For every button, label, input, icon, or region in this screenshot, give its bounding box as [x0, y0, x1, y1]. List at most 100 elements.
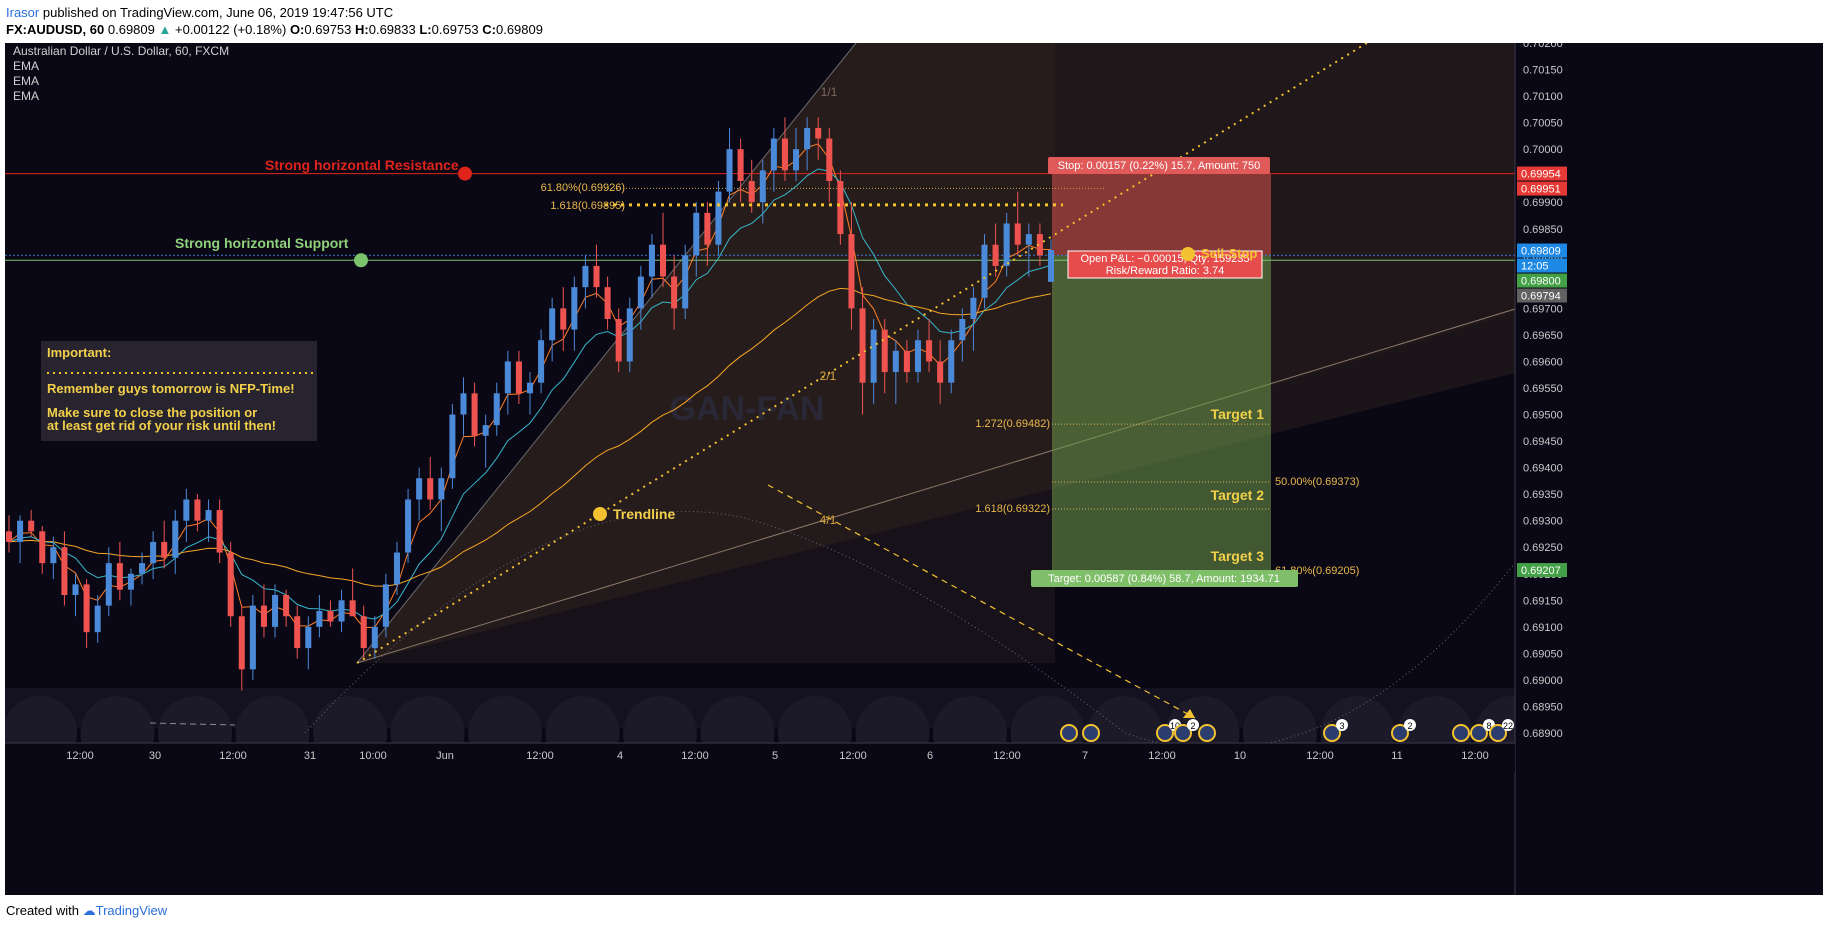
candle-body	[83, 584, 90, 633]
time-tick-label: 12:00	[993, 750, 1021, 762]
candle-body	[948, 340, 955, 383]
candle-body	[427, 478, 434, 500]
candle-body	[671, 276, 678, 309]
chart-area[interactable]: GAN-FAN 1/1 2/1 4/1 Strong horizontal Resis…	[3, 37, 1823, 895]
publication-line: Irasor published on TradingView.com, Jun…	[6, 5, 393, 20]
price-badge	[1517, 166, 1567, 181]
price-badge-text: 0.69951	[1521, 184, 1561, 196]
candle-body	[382, 584, 389, 627]
time-tick-label: Jun	[436, 750, 454, 762]
candle-body	[460, 393, 467, 415]
note-line-2: Make sure to close the position or	[47, 405, 257, 420]
candle-body	[249, 605, 256, 670]
time-tick-label: 10:00	[359, 750, 387, 762]
event-count-text: 10	[1170, 721, 1180, 731]
price-tick-label: 0.69250	[1523, 542, 1563, 554]
candle-body	[28, 520, 35, 532]
candle-body	[94, 605, 101, 633]
trendline-label: Trendline	[613, 506, 675, 522]
price-tick-label: 0.69150	[1523, 595, 1563, 607]
price-tick-label: 0.70150	[1523, 65, 1563, 77]
candle-body	[593, 265, 600, 288]
event-count-text: 2	[1190, 721, 1195, 731]
time-tick-label: 12:00	[681, 750, 709, 762]
candle-body	[637, 276, 644, 309]
candle-body	[61, 547, 68, 596]
candle-body	[937, 361, 944, 383]
event-flag-icon	[1174, 724, 1192, 742]
fib-label-1272: 1.272(0.69482)	[975, 418, 1050, 430]
time-tick-label: 12:00	[1148, 750, 1176, 762]
candle-body	[959, 319, 966, 341]
event-flag-icon	[1198, 724, 1216, 742]
time-tick-label: 11	[1391, 750, 1402, 762]
candle-body	[571, 287, 578, 330]
price-tick-label: 0.70200	[1523, 43, 1563, 50]
time-axis-panel	[5, 743, 1515, 773]
event-flag-icon	[1156, 724, 1174, 742]
time-tick-label: 5	[772, 750, 778, 762]
candle-body	[283, 595, 290, 617]
candle-body	[260, 605, 267, 627]
author-link[interactable]: Irasor	[6, 5, 40, 20]
event-count-text: 8	[1486, 721, 1491, 731]
candle-body	[848, 234, 855, 309]
candle-body	[139, 563, 146, 574]
tradingview-link[interactable]: TradingView	[95, 903, 168, 918]
open-value: 0.69753	[304, 22, 352, 37]
pnl-box	[1067, 250, 1263, 279]
event-flag-icon	[1323, 724, 1341, 742]
candle-body	[926, 340, 933, 362]
price-badge	[1517, 181, 1567, 196]
candle-body	[161, 541, 168, 558]
note-box	[41, 341, 317, 441]
price-badge	[1517, 273, 1567, 288]
candle-body	[693, 212, 700, 256]
candle-body	[748, 181, 755, 203]
event-count-badge	[1336, 719, 1348, 731]
candle-body	[1047, 250, 1055, 282]
candle-body	[560, 308, 567, 330]
fan-label-4x1: 4/1	[820, 513, 837, 527]
ohlc-line: FX:AUDUSD, 60 0.69809 ▲ +0.00122 (+0.18%…	[6, 22, 543, 37]
legend-title: Australian Dollar / U.S. Dollar, 60, FXC…	[13, 44, 229, 58]
low-label: L:	[419, 22, 432, 37]
time-tick-label: 12:00	[526, 750, 554, 762]
candle-body	[515, 361, 522, 394]
time-tick-label: 12:00	[1306, 750, 1334, 762]
stop-zone	[1052, 173, 1271, 256]
candle-body	[870, 329, 877, 383]
candle-body	[781, 138, 788, 171]
candle-body	[371, 626, 378, 649]
price-tick-label: 0.69000	[1523, 675, 1563, 687]
candle-body	[294, 616, 301, 649]
last-price: 0.69809	[107, 22, 155, 37]
chart-svg[interactable]: GAN-FAN 1/1 2/1 4/1 Strong horizontal Resis…	[3, 37, 1823, 895]
price-badge-text: 0.69794	[1521, 291, 1561, 303]
ema-mid-line	[8, 168, 1052, 620]
candle-body	[272, 595, 279, 627]
candle-body	[194, 499, 201, 521]
price-tick-label: 0.69100	[1523, 622, 1563, 634]
event-flag-icon	[1391, 724, 1409, 742]
dashed-segment	[149, 722, 236, 726]
resistance-label: Strong horizontal Resistance	[265, 157, 459, 173]
ema-slow-line	[8, 287, 1052, 587]
support-anchor-dot	[354, 253, 368, 268]
fib-label-61-upper: 61.80%(0.69926)	[541, 182, 625, 194]
watermark-text: GAN-FAN	[670, 390, 825, 428]
symbol-label: FX:AUDUSD, 60	[6, 22, 105, 37]
event-count-badge	[1502, 719, 1514, 731]
footer: Created with ☁TradingView	[6, 903, 167, 919]
candle-body	[205, 510, 212, 521]
candle-body	[39, 531, 46, 564]
price-tick-label: 0.70100	[1523, 91, 1563, 103]
event-count-badge	[1187, 719, 1199, 731]
up-arrow-icon: ▲	[158, 22, 172, 37]
event-count-text: 2	[1407, 721, 1412, 731]
event-flag-icon	[1060, 724, 1078, 742]
risk-reward-label: Risk/Reward Ratio: 3.74	[1106, 265, 1225, 277]
arrow-head-icon	[1183, 709, 1195, 718]
candle-body	[105, 563, 112, 606]
event-count-text: 22	[1503, 721, 1513, 731]
